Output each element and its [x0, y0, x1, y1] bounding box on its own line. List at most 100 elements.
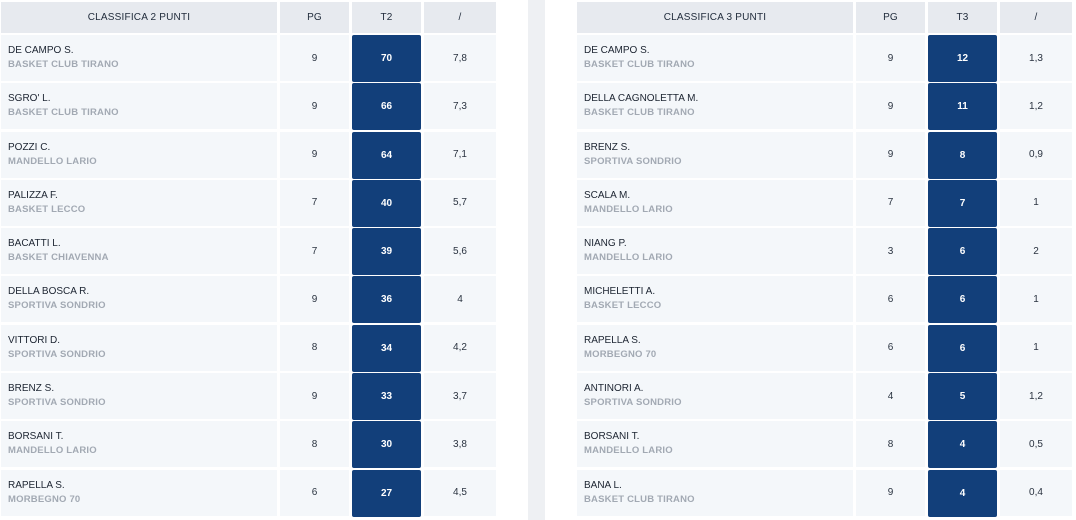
table-row[interactable]: BORSANI T. MANDELLO LARIO 8 30 3,8 [1, 421, 501, 469]
header-classifica[interactable]: CLASSIFICA 3 PUNTI [577, 2, 853, 33]
player-team[interactable]: SPORTIVA SONDRIO [8, 300, 106, 312]
player-team[interactable]: SPORTIVA SONDRIO [584, 155, 682, 167]
player-team[interactable]: BASKET CLUB TIRANO [584, 59, 695, 70]
player-name[interactable]: DELLA BOSCA R. [8, 286, 90, 298]
player-team[interactable]: SPORTIVA SONDRIO [8, 348, 106, 360]
table-row[interactable]: DELLA CAGNOLETTA M. BASKET CLUB TIRANO 9 11… [577, 83, 1076, 131]
table-row[interactable]: VITTORI D. SPORTIVA SONDRIO 8 34 4,2 [1, 324, 501, 373]
player-team[interactable]: MORBEGNO 70 [584, 348, 657, 360]
player-team[interactable]: MANDELLO LARIO [584, 203, 673, 215]
player-cell: ANTINORI A. SPORTIVA SONDRIO [577, 373, 853, 420]
player-team[interactable]: MORBEGNO 70 [8, 493, 81, 505]
player-team[interactable]: BASKET LECCO [584, 300, 662, 312]
player-cell: BRENZ S. SPORTIVA SONDRIO [577, 131, 853, 178]
player-name[interactable]: VITTORI D. [8, 334, 61, 346]
table-row[interactable]: DE CAMPO S. BASKET CLUB TIRANO 9 70 7,8 [1, 35, 501, 83]
player-cell: RAPELLA S. MORBEGNO 70 [577, 324, 853, 371]
player-cell: BORSANI T. MANDELLO LARIO [577, 421, 853, 468]
player-team[interactable]: SPORTIVA SONDRIO [584, 397, 682, 409]
stat-value-cell: 11 [928, 83, 997, 131]
games-played-cell: 9 [856, 131, 925, 178]
table-row[interactable]: ANTINORI A. SPORTIVA SONDRIO 4 5 1,2 [577, 373, 1076, 421]
player-name[interactable]: RAPELLA S. [8, 479, 65, 491]
player-name[interactable]: BANA L. [584, 479, 622, 491]
player-team[interactable]: MANDELLO LARIO [8, 445, 97, 457]
player-name[interactable]: POZZI C. [8, 141, 51, 153]
player-cell: DELLA BOSCA R. SPORTIVA SONDRIO [1, 276, 277, 323]
player-name[interactable]: DE CAMPO S. [8, 45, 74, 56]
player-team[interactable]: BASKET CHIAVENNA [8, 252, 109, 264]
player-name[interactable]: BACATTI L. [8, 238, 61, 250]
player-cell: RAPELLA S. MORBEGNO 70 [1, 469, 277, 516]
player-team[interactable]: BASKET LECCO [8, 203, 86, 215]
games-played-cell: 6 [856, 276, 925, 323]
games-played-cell: 9 [856, 35, 925, 81]
average-cell: 4,2 [424, 324, 496, 371]
player-name[interactable]: MICHELETTI A. [584, 286, 656, 298]
player-name[interactable]: PALIZZA F. [8, 189, 58, 201]
header-t2[interactable]: T2 [352, 2, 421, 33]
stat-value-cell: 12 [928, 35, 997, 82]
table-row[interactable]: PALIZZA F. BASKET LECCO 7 40 5,7 [1, 179, 501, 228]
table-row[interactable]: POZZI C. MANDELLO LARIO 9 64 7,1 [1, 131, 501, 180]
average-cell: 1,3 [1000, 35, 1072, 81]
games-played-cell: 4 [856, 373, 925, 420]
player-cell: BRENZ S. SPORTIVA SONDRIO [1, 373, 277, 420]
player-team[interactable]: BASKET CLUB TIRANO [584, 107, 695, 119]
player-name[interactable]: BORSANI T. [584, 431, 640, 443]
games-played-cell: 9 [856, 469, 925, 516]
header-classifica[interactable]: CLASSIFICA 2 PUNTI [1, 2, 277, 33]
stat-value-cell: 40 [352, 179, 421, 227]
player-name[interactable]: DE CAMPO S. [584, 45, 650, 56]
player-team[interactable]: BASKET CLUB TIRANO [8, 59, 119, 70]
table-header-row: CLASSIFICA 3 PUNTI PG T3 / [577, 2, 1076, 33]
player-name[interactable]: DELLA CAGNOLETTA M. [584, 93, 699, 105]
table-body: DE CAMPO S. BASKET CLUB TIRANO 9 70 7,8 SGRO'… [1, 35, 501, 518]
player-name[interactable]: ANTINORI A. [584, 383, 644, 395]
header-avg[interactable]: / [1000, 2, 1072, 33]
player-team[interactable]: BASKET CLUB TIRANO [584, 493, 695, 505]
games-played-cell: 9 [280, 83, 349, 130]
table-body: DE CAMPO S. BASKET CLUB TIRANO 9 12 1,3 DELLA… [577, 35, 1076, 518]
player-name[interactable]: RAPELLA S. [584, 334, 641, 346]
player-name[interactable]: SGRO' L. [8, 93, 51, 105]
table-row[interactable]: DELLA BOSCA R. SPORTIVA SONDRIO 9 36 4 [1, 276, 501, 324]
average-cell: 4,5 [424, 469, 496, 516]
player-team[interactable]: SPORTIVA SONDRIO [8, 397, 106, 409]
player-team[interactable]: MANDELLO LARIO [584, 252, 673, 264]
table-row[interactable]: BACATTI L. BASKET CHIAVENNA 7 39 5,6 [1, 228, 501, 276]
player-name[interactable]: BORSANI T. [8, 431, 64, 443]
player-name[interactable]: BRENZ S. [584, 141, 631, 153]
table-row[interactable]: DE CAMPO S. BASKET CLUB TIRANO 9 12 1,3 [577, 35, 1076, 83]
header-pg[interactable]: PG [856, 2, 925, 33]
average-cell: 0,5 [1000, 421, 1072, 468]
player-team[interactable]: BASKET CLUB TIRANO [8, 107, 119, 119]
table-row[interactable]: RAPELLA S. MORBEGNO 70 6 6 1 [577, 324, 1076, 373]
table-row[interactable]: NIANG P. MANDELLO LARIO 3 6 2 [577, 228, 1076, 276]
player-team[interactable]: MANDELLO LARIO [8, 155, 97, 167]
table-row[interactable]: SGRO' L. BASKET CLUB TIRANO 9 66 7,3 [1, 83, 501, 131]
player-name[interactable]: BRENZ S. [8, 383, 55, 395]
header-t3[interactable]: T3 [928, 2, 997, 33]
header-avg[interactable]: / [424, 2, 496, 33]
table-header-row: CLASSIFICA 2 PUNTI PG T2 / [1, 2, 501, 33]
panel-divider [528, 0, 545, 520]
table-row[interactable]: BANA L. BASKET CLUB TIRANO 9 4 0,4 [577, 469, 1076, 518]
player-cell: PALIZZA F. BASKET LECCO [1, 179, 277, 226]
table-row[interactable]: BRENZ S. SPORTIVA SONDRIO 9 8 0,9 [577, 131, 1076, 180]
player-team[interactable]: MANDELLO LARIO [584, 445, 673, 457]
player-cell: SGRO' L. BASKET CLUB TIRANO [1, 83, 277, 130]
table-row[interactable]: BORSANI T. MANDELLO LARIO 8 4 0,5 [577, 421, 1076, 469]
table-row[interactable]: BRENZ S. SPORTIVA SONDRIO 9 33 3,7 [1, 373, 501, 421]
games-played-cell: 6 [856, 324, 925, 371]
table-row[interactable]: RAPELLA S. MORBEGNO 70 6 27 4,5 [1, 469, 501, 518]
table-row[interactable]: MICHELETTI A. BASKET LECCO 6 6 1 [577, 276, 1076, 324]
stat-value-cell: 6 [928, 228, 997, 276]
games-played-cell: 9 [280, 373, 349, 420]
player-name[interactable]: SCALA M. [584, 189, 631, 201]
average-cell: 5,6 [424, 228, 496, 275]
header-pg[interactable]: PG [280, 2, 349, 33]
table-row[interactable]: SCALA M. MANDELLO LARIO 7 7 1 [577, 179, 1076, 228]
average-cell: 4 [424, 276, 496, 323]
player-name[interactable]: NIANG P. [584, 238, 627, 250]
